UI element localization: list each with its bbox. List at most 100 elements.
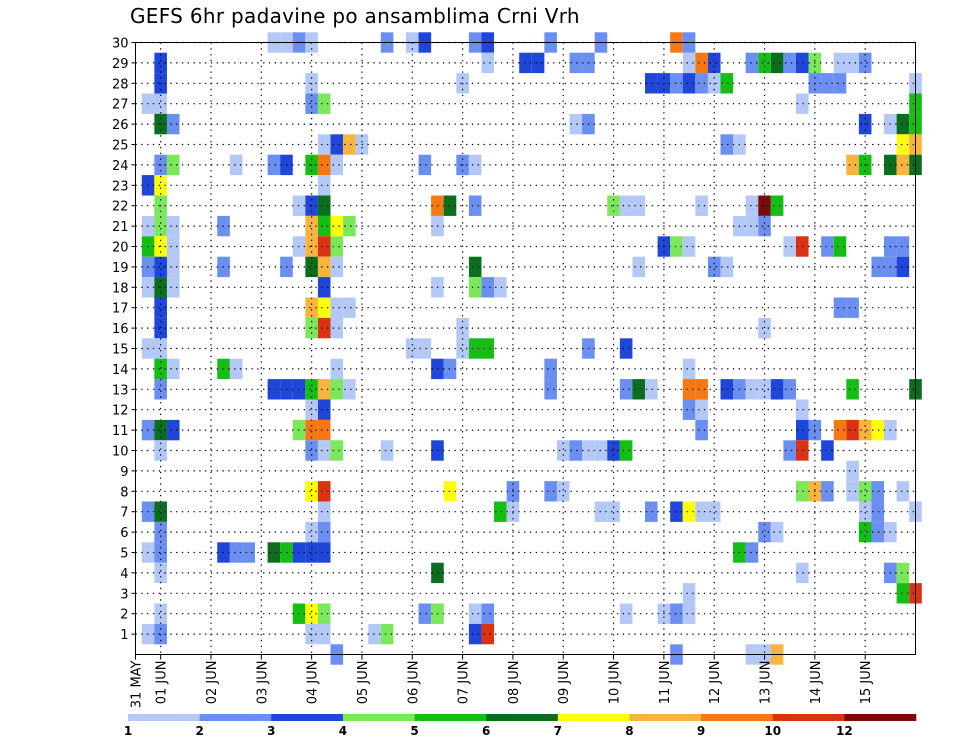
heatmap-cell xyxy=(317,481,331,502)
heatmap-cell xyxy=(745,195,759,216)
heatmap-cell xyxy=(468,623,482,645)
heatmap-cell xyxy=(317,419,331,441)
heatmap-cell xyxy=(154,297,167,318)
x-tick-label: 09 JUN xyxy=(557,661,572,705)
y-tick-label: 13 xyxy=(112,383,129,398)
cells-layer xyxy=(141,32,922,665)
heatmap-cell xyxy=(456,317,469,339)
heatmap-cell xyxy=(317,215,331,237)
heatmap-cell xyxy=(795,440,809,461)
legend-swatch xyxy=(701,714,774,721)
heatmap-cell xyxy=(858,481,872,502)
legend-swatch xyxy=(342,714,415,721)
heatmap-cell xyxy=(896,154,910,176)
legend-label: 1 xyxy=(124,724,132,738)
heatmap-cell xyxy=(783,379,796,400)
heatmap-cell xyxy=(317,379,331,400)
heatmap-cell xyxy=(267,154,281,176)
heatmap-cell xyxy=(632,256,646,278)
heatmap-cell xyxy=(343,134,356,155)
chart-title: GEFS 6hr padavine po ansamblima Crni Vrh xyxy=(130,4,580,28)
heatmap-cell xyxy=(682,73,696,94)
heatmap-cell xyxy=(468,256,482,278)
y-tick-label: 25 xyxy=(112,139,129,154)
heatmap-cell xyxy=(330,154,344,176)
heatmap-cell xyxy=(871,256,885,278)
x-tick-label: 15 JUN xyxy=(859,661,874,705)
heatmap-cell xyxy=(556,440,570,461)
heatmap-cell xyxy=(858,501,872,522)
heatmap-cell xyxy=(305,215,318,237)
heatmap-cell xyxy=(481,277,495,298)
y-tick-label: 1 xyxy=(120,628,128,643)
heatmap-cell xyxy=(154,501,167,522)
heatmap-cell xyxy=(670,603,683,624)
heatmap-cell xyxy=(758,215,771,237)
legend-label: 7 xyxy=(554,724,562,738)
heatmap-cell xyxy=(670,501,683,522)
heatmap-cell xyxy=(154,215,167,237)
y-tick-label: 29 xyxy=(112,57,129,72)
heatmap-cell xyxy=(783,236,796,257)
heatmap-cell xyxy=(783,52,796,74)
heatmap-cell xyxy=(330,256,344,278)
heatmap-cell xyxy=(317,256,331,278)
heatmap-cell xyxy=(858,521,872,543)
legend-label: 2 xyxy=(195,724,203,738)
heatmap-cell xyxy=(305,379,318,400)
heatmap-cell xyxy=(745,542,759,563)
heatmap-cell xyxy=(821,73,834,94)
heatmap-cell xyxy=(707,256,721,278)
heatmap-cell xyxy=(317,236,331,257)
y-tick-label: 11 xyxy=(112,424,129,439)
heatmap-cell xyxy=(317,603,331,624)
heatmap-cell xyxy=(607,501,620,522)
heatmap-cell xyxy=(695,379,708,400)
x-tick-label: 01 JUN xyxy=(155,661,170,705)
heatmap-cell xyxy=(456,338,469,359)
heatmap-cell xyxy=(770,52,784,74)
y-tick-label: 19 xyxy=(112,261,129,276)
y-tick-label: 22 xyxy=(112,200,129,215)
heatmap-cell xyxy=(330,236,344,257)
heatmap-cell xyxy=(531,52,545,74)
heatmap-cell xyxy=(846,460,859,482)
heatmap-cell xyxy=(229,542,243,563)
heatmap-cell xyxy=(305,542,318,563)
heatmap-cell xyxy=(330,215,344,237)
heatmap-cell xyxy=(380,623,394,645)
heatmap-cell xyxy=(758,379,771,400)
heatmap-cell xyxy=(682,603,696,624)
heatmap-cell xyxy=(405,338,419,359)
heatmap-cell xyxy=(305,317,318,339)
heatmap-cell xyxy=(720,379,734,400)
heatmap-cell xyxy=(154,52,167,74)
heatmap-cell xyxy=(846,297,859,318)
heatmap-cell xyxy=(821,440,834,461)
heatmap-cell xyxy=(481,623,495,645)
heatmap-cell xyxy=(317,399,331,420)
x-tick-label: 12 JUN xyxy=(708,661,723,705)
heatmap-cell xyxy=(846,154,859,176)
heatmap-cell xyxy=(166,215,180,237)
heatmap-cell xyxy=(305,521,318,543)
legend-label: 10 xyxy=(764,724,781,738)
heatmap-cell xyxy=(645,501,658,522)
heatmap-cell xyxy=(758,52,771,74)
heatmap-cell xyxy=(166,358,180,380)
y-tick-label: 6 xyxy=(120,526,128,541)
heatmap-cell xyxy=(682,399,696,420)
y-tick-label: 2 xyxy=(120,608,128,623)
legend-swatch xyxy=(128,714,200,721)
heatmap-cell xyxy=(770,521,784,543)
x-tick-label: 31 MAY xyxy=(130,660,145,708)
heatmap-cell xyxy=(330,134,344,155)
heatmap-cell xyxy=(468,195,482,216)
legend-label: 3 xyxy=(267,724,275,738)
x-tick-label: 04 JUN xyxy=(306,661,321,705)
heatmap-cell xyxy=(305,93,318,114)
heatmap-cell xyxy=(154,440,167,461)
y-tick-label: 9 xyxy=(120,465,128,480)
heatmap-cell xyxy=(154,93,167,114)
